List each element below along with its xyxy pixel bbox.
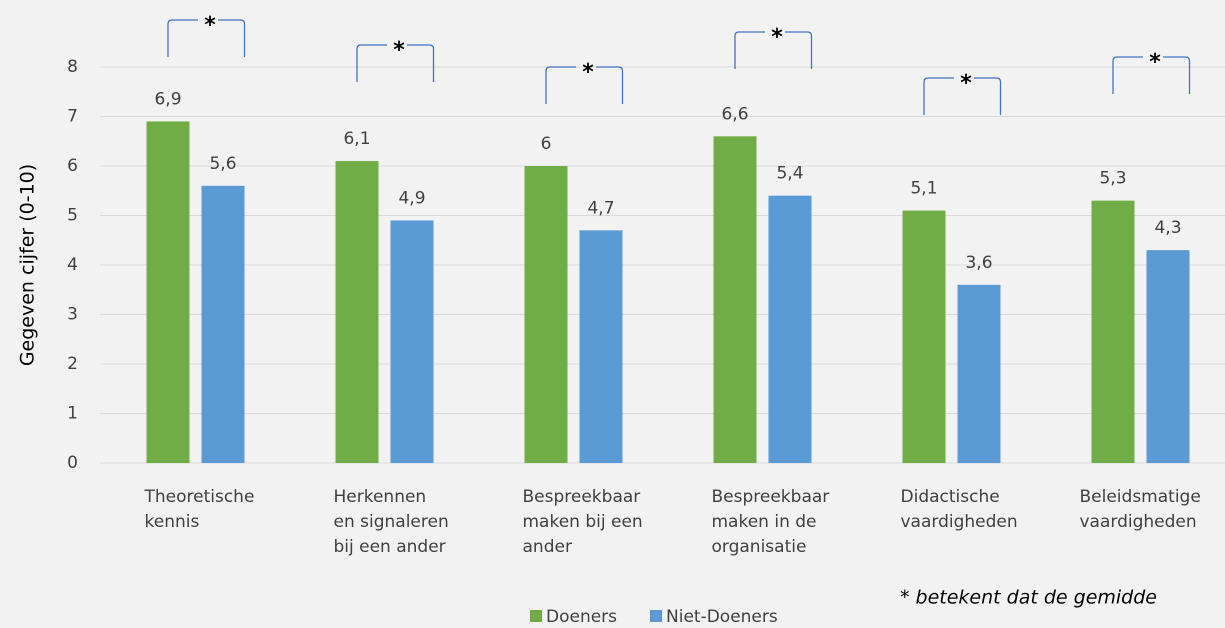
legend-label: Niet-Doeners	[666, 607, 778, 627]
bar	[957, 284, 1001, 463]
x-tick-label: Theoretische kennis	[144, 487, 255, 532]
x-tick-label: Herkennen en signaleren bij een ander	[334, 487, 449, 557]
x-tick-line: maken bij een	[523, 512, 643, 532]
annotation: *	[582, 60, 594, 85]
y-axis-label: Gegeven cijfer (0-10)	[17, 164, 39, 366]
x-tick-line: Didactische	[901, 487, 1000, 507]
bar	[1091, 200, 1135, 463]
value-label: 3,6	[965, 253, 992, 273]
legend-swatch	[530, 610, 542, 622]
x-tick-line: en signaleren	[334, 512, 449, 532]
x-tick-line: Bespreekbaar	[712, 487, 830, 507]
x-tick-line: kennis	[145, 512, 200, 532]
bracket	[356, 44, 435, 82]
value-label: 6,9	[154, 89, 181, 109]
value-label: 5,4	[776, 164, 803, 184]
value-label: 4,7	[587, 198, 614, 218]
y-tick-label: 4	[67, 255, 78, 275]
x-tick-line: maken in de	[712, 512, 817, 532]
x-tick-line: vaardigheden	[1080, 512, 1197, 532]
annotation: *	[204, 13, 216, 38]
y-tick-label: 7	[67, 107, 78, 127]
bracket	[167, 19, 246, 57]
annotation: *	[771, 25, 783, 50]
y-tick-label: 2	[67, 354, 78, 374]
value-label: 5,1	[910, 179, 937, 199]
y-tick-label: 8	[67, 57, 78, 77]
legend-swatch	[650, 610, 662, 622]
value-label: 5,6	[209, 154, 236, 174]
x-tick-line: Beleidsmatige	[1080, 487, 1201, 507]
x-tick-label: Beleidsmatige vaardigheden	[1080, 487, 1201, 532]
bracket	[1112, 56, 1191, 94]
y-tick-label: 3	[67, 305, 78, 325]
bar	[524, 166, 568, 463]
bar	[768, 195, 812, 463]
x-tick-label: Didactische vaardigheden	[901, 487, 1018, 532]
value-label: 5,3	[1099, 169, 1126, 189]
x-tick-line: Herkennen	[334, 487, 427, 507]
value-label: 6	[541, 134, 552, 154]
annotation: *	[960, 71, 972, 96]
x-tick-line: ander	[523, 537, 572, 557]
value-label: 4,9	[398, 188, 425, 208]
x-tick-line: vaardigheden	[901, 512, 1018, 532]
x-tick-line: Theoretische	[144, 487, 255, 507]
bar	[390, 220, 434, 463]
y-tick-label: 0	[67, 453, 78, 473]
x-tick-label: Bespreekbaar maken bij een ander	[523, 487, 643, 557]
bar	[146, 121, 190, 463]
x-tick-line: Bespreekbaar	[523, 487, 641, 507]
value-label: 6,1	[343, 129, 370, 149]
bracket	[734, 31, 813, 69]
x-tick-line: organisatie	[712, 537, 807, 557]
bar	[713, 136, 757, 464]
x-tick-label: Bespreekbaar maken in de organisatie	[712, 487, 830, 557]
bar	[579, 230, 623, 463]
bracket	[545, 66, 624, 104]
value-label: 6,6	[721, 104, 748, 124]
x-tick-line: bij een ander	[334, 537, 446, 557]
bar	[1146, 250, 1190, 463]
y-tick-label: 1	[67, 404, 78, 424]
y-tick-label: 5	[67, 206, 78, 226]
annotation: *	[393, 38, 405, 63]
annotation: *	[1149, 50, 1161, 75]
value-label: 4,3	[1154, 218, 1181, 238]
bracket	[923, 77, 1002, 115]
bar	[902, 210, 946, 463]
y-tick-label: 6	[67, 156, 78, 176]
bar	[201, 185, 245, 464]
legend-label: Doeners	[546, 607, 617, 627]
bar	[335, 161, 379, 464]
footnote: * betekent dat de gemidde	[900, 587, 1157, 609]
